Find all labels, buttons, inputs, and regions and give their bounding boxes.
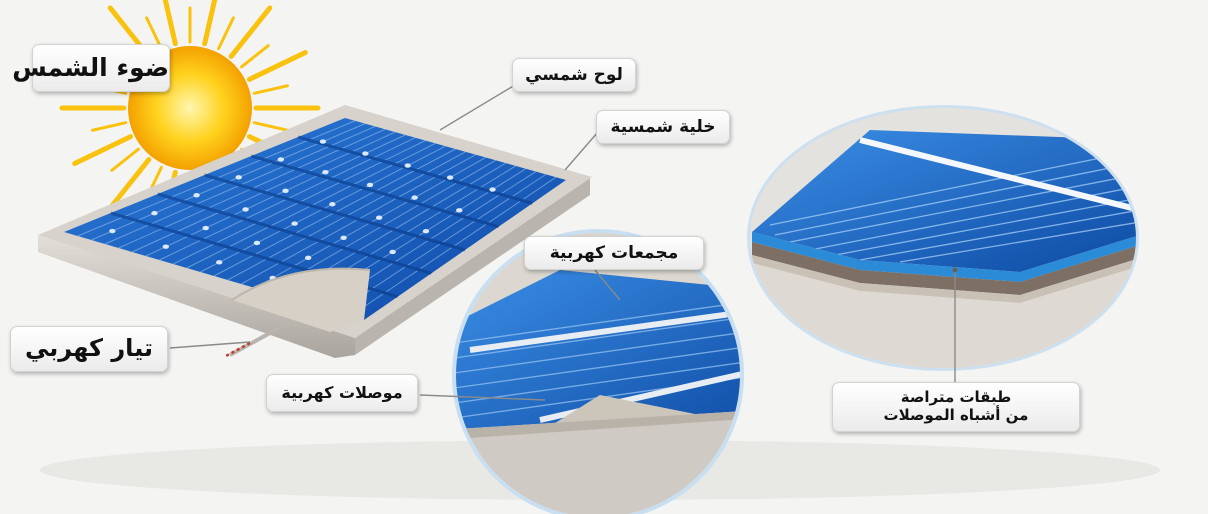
- electric-connectors-label: موصلات كهربية: [266, 374, 418, 412]
- connectors-detail-circle: [452, 229, 744, 514]
- solar-cell-label: خلية شمسية: [596, 110, 730, 144]
- semiconductor-layers-line1: طبقات متراصة: [900, 388, 1012, 406]
- sunlight-label: ضوء الشمس: [12, 44, 170, 92]
- layers-detail-circle: [747, 105, 1139, 371]
- electric-current-label: تيار كهربي: [10, 326, 168, 372]
- solar-panel: [38, 105, 592, 358]
- peeled-corner: [232, 268, 370, 332]
- electric-collectors-label: مجمعات كهربية: [524, 236, 704, 270]
- electric-wire: [229, 320, 291, 357]
- solar-panel-label: لوح شمسي: [512, 58, 636, 92]
- leader-lines: [169, 81, 956, 401]
- semiconductor-layers-label: طبقات متراصة من أشباه الموصلات: [832, 382, 1080, 432]
- semiconductor-layers-line2: من أشباه الموصلات: [883, 406, 1029, 424]
